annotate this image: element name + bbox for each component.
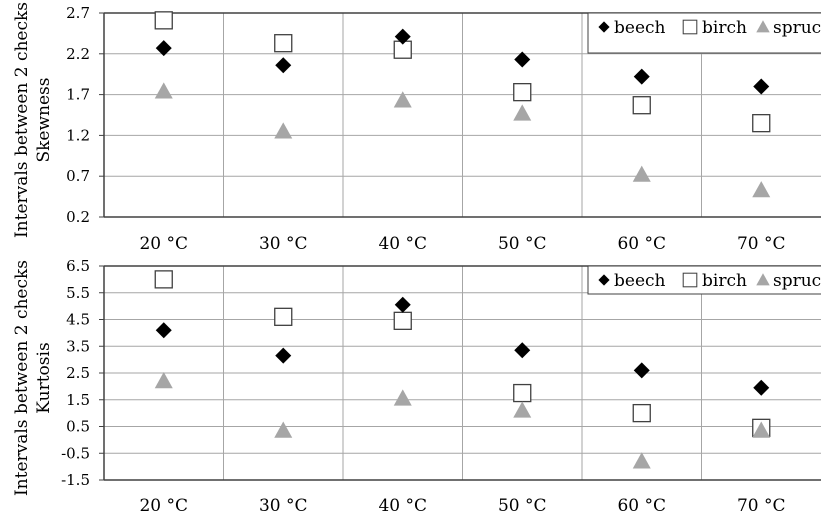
y-tick-label: 5.5 bbox=[66, 284, 90, 302]
y-tick-label: -1.5 bbox=[61, 471, 90, 489]
y-tick-label: 3.5 bbox=[66, 337, 90, 355]
spruce-point bbox=[154, 372, 173, 389]
y-tick-label: 4.5 bbox=[66, 311, 90, 329]
x-tick-label: 70 °C bbox=[737, 234, 786, 254]
y-tick-label: 1.5 bbox=[66, 391, 90, 409]
y-tick-label: 0.7 bbox=[66, 167, 90, 185]
birch-point bbox=[274, 307, 293, 326]
spruce-point bbox=[752, 421, 771, 438]
beech-point bbox=[155, 40, 172, 57]
y-tick-label: 0.2 bbox=[66, 208, 90, 226]
beech-point bbox=[753, 78, 770, 95]
beech-point bbox=[394, 296, 411, 313]
spruce-point bbox=[393, 389, 412, 406]
legend-beech-label: beech bbox=[614, 18, 666, 38]
spruce-point bbox=[632, 165, 651, 182]
legend-box bbox=[587, 265, 821, 295]
beech-point bbox=[275, 57, 292, 74]
legend-spruce-marker bbox=[756, 273, 770, 286]
legend-beech-label: beech bbox=[614, 271, 666, 291]
x-tick-label: 40 °C bbox=[378, 496, 427, 516]
spruce-point bbox=[513, 104, 532, 121]
beech-point bbox=[514, 342, 531, 359]
y-axis-label-line2: Skewness bbox=[34, 77, 54, 162]
beech-point bbox=[633, 68, 650, 85]
x-tick-label: 50 °C bbox=[498, 496, 547, 516]
y-tick-label: 2.2 bbox=[66, 45, 90, 63]
x-tick-label: 60 °C bbox=[617, 496, 666, 516]
x-tick-label: 70 °C bbox=[737, 496, 786, 516]
x-tick-label: 40 °C bbox=[378, 234, 427, 254]
spruce-point bbox=[632, 452, 651, 469]
y-tick-label: 1.7 bbox=[66, 86, 90, 104]
legend-spruce-label: spruce bbox=[773, 271, 821, 291]
birch-point bbox=[274, 34, 293, 53]
x-tick-label: 30 °C bbox=[259, 234, 308, 254]
spruce-point bbox=[393, 91, 412, 108]
legend-birch-label: birch bbox=[702, 18, 747, 38]
beech-point bbox=[633, 362, 650, 379]
birch-point bbox=[632, 403, 651, 423]
beech-point bbox=[514, 51, 531, 68]
legend-box bbox=[587, 12, 821, 54]
birch-point bbox=[632, 96, 651, 115]
spruce-point bbox=[513, 401, 532, 418]
spruce-point bbox=[274, 421, 293, 438]
x-tick-label: 60 °C bbox=[617, 234, 666, 254]
x-tick-label: 20 °C bbox=[139, 234, 188, 254]
y-tick-label: 2.7 bbox=[66, 4, 90, 22]
beech-point bbox=[275, 347, 292, 364]
y-tick-label: -0.5 bbox=[61, 444, 90, 462]
y-axis-label-line2: Kurtosis bbox=[34, 342, 54, 413]
spruce-point bbox=[274, 122, 293, 139]
legend-beech-marker bbox=[598, 21, 610, 33]
legend-birch-marker bbox=[682, 272, 698, 288]
x-tick-label: 20 °C bbox=[139, 496, 188, 516]
birch-point bbox=[752, 114, 771, 133]
birch-point bbox=[154, 11, 173, 30]
skewness-panel: 0.2 0.7 1.2 1.7 2.2 2.7 20 °C 30 °C 40 °C 50 °C 60… bbox=[12, 2, 821, 254]
x-tick-label: 50 °C bbox=[498, 234, 547, 254]
beech-point bbox=[753, 379, 770, 396]
legend-birch-label: birch bbox=[702, 271, 747, 291]
legend-beech-marker bbox=[598, 274, 610, 286]
birch-point bbox=[393, 311, 412, 330]
legend-spruce-marker bbox=[756, 20, 770, 33]
y-axis-label-line1: Intervals between 2 checks bbox=[12, 260, 32, 496]
birch-point bbox=[513, 83, 532, 102]
y-axis-label-line1: Intervals between 2 checks bbox=[12, 2, 32, 238]
legend-birch-marker bbox=[682, 19, 698, 35]
y-tick-label: 0.5 bbox=[66, 418, 90, 436]
birch-point bbox=[513, 383, 532, 403]
x-tick-label: 30 °C bbox=[259, 496, 308, 516]
birch-point bbox=[154, 270, 173, 289]
beech-point bbox=[394, 28, 411, 45]
spruce-point bbox=[154, 82, 173, 99]
y-tick-label: 6.5 bbox=[66, 257, 90, 275]
kurtosis-panel: -1.5 -0.5 0.5 1.5 2.5 3.5 4.5 5.5 6.5 20 °C 30 °C 4… bbox=[12, 257, 821, 516]
y-tick-label: 1.2 bbox=[66, 126, 90, 144]
beech-point bbox=[155, 322, 172, 339]
legend-spruce-label: spruce bbox=[773, 18, 821, 38]
spruce-point bbox=[752, 181, 771, 198]
y-tick-label: 2.5 bbox=[66, 364, 90, 382]
